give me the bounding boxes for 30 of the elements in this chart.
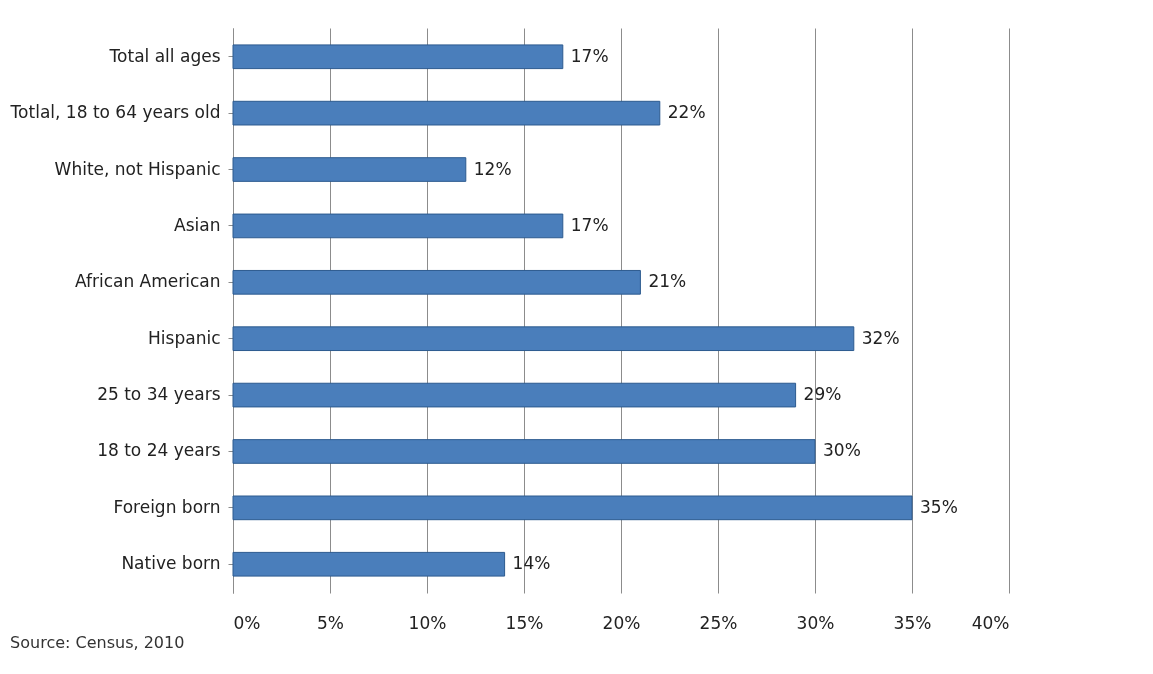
y-tick-label: Totlal, 18 to 64 years old bbox=[9, 102, 221, 123]
x-tick-label: 5% bbox=[317, 612, 344, 633]
x-tick-label: 15% bbox=[505, 612, 544, 633]
data-label: 32% bbox=[861, 327, 900, 348]
data-label: 22% bbox=[667, 102, 706, 123]
x-tick-label: 40% bbox=[971, 612, 1010, 633]
y-tick-label: White, not Hispanic bbox=[54, 158, 221, 179]
data-label: 12% bbox=[473, 158, 512, 179]
data-label: 29% bbox=[803, 384, 842, 405]
x-tick-label: 0% bbox=[233, 612, 261, 633]
y-tick-label: Native born bbox=[121, 553, 221, 574]
y-tick-label: African American bbox=[74, 271, 221, 292]
y-tick-label: Hispanic bbox=[148, 327, 221, 348]
x-tick-label: 30% bbox=[796, 612, 835, 633]
data-label: 21% bbox=[648, 271, 687, 292]
y-tick-label: Foreign born bbox=[113, 496, 221, 517]
x-tick-label: 10% bbox=[408, 612, 447, 633]
y-tick-label: Asian bbox=[174, 214, 221, 235]
data-label: 30% bbox=[823, 440, 861, 461]
data-label: 17% bbox=[570, 45, 609, 66]
source-note: Source: Census, 2010 bbox=[10, 633, 185, 652]
data-label: 35% bbox=[920, 496, 958, 517]
data-label: 14% bbox=[512, 553, 551, 574]
x-tick-label: 20% bbox=[602, 612, 641, 633]
y-tick-label: Total all ages bbox=[108, 45, 221, 66]
x-tick-label: 35% bbox=[893, 612, 932, 633]
data-label: 17% bbox=[570, 214, 609, 235]
y-tick-label: 25 to 34 years bbox=[97, 384, 221, 405]
y-tick-label: 18 to 24 years bbox=[97, 440, 221, 461]
x-tick-label: 25% bbox=[699, 612, 738, 633]
